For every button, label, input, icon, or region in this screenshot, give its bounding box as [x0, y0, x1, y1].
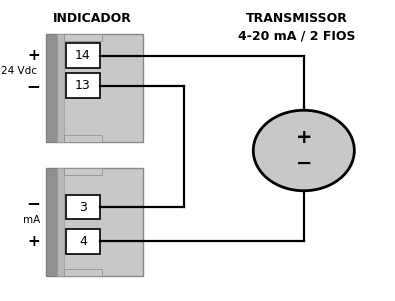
Text: +: + — [27, 234, 40, 249]
Text: INDICADOR: INDICADOR — [53, 12, 132, 25]
Text: −: − — [26, 194, 40, 212]
Text: 14: 14 — [75, 49, 91, 62]
FancyBboxPatch shape — [66, 229, 100, 254]
FancyBboxPatch shape — [64, 34, 102, 41]
Text: TRANSMISSOR
4-20 mA / 2 FIOS: TRANSMISSOR 4-20 mA / 2 FIOS — [237, 12, 355, 43]
FancyBboxPatch shape — [45, 34, 143, 141]
Text: −: − — [26, 77, 40, 95]
Text: mA: mA — [23, 215, 40, 225]
FancyBboxPatch shape — [45, 168, 57, 276]
FancyBboxPatch shape — [66, 73, 100, 98]
FancyBboxPatch shape — [64, 269, 102, 276]
FancyBboxPatch shape — [57, 34, 64, 141]
FancyBboxPatch shape — [45, 34, 57, 141]
Circle shape — [253, 110, 354, 191]
Text: +: + — [27, 48, 40, 63]
FancyBboxPatch shape — [57, 168, 64, 276]
Text: 13: 13 — [75, 79, 91, 92]
Text: 3: 3 — [79, 200, 87, 213]
Text: −: − — [295, 154, 312, 173]
FancyBboxPatch shape — [64, 135, 102, 141]
FancyBboxPatch shape — [66, 43, 100, 68]
Text: +: + — [295, 128, 312, 147]
FancyBboxPatch shape — [64, 168, 102, 175]
Text: 24 Vdc: 24 Vdc — [2, 66, 38, 76]
FancyBboxPatch shape — [45, 168, 143, 276]
FancyBboxPatch shape — [66, 195, 100, 219]
Text: 4: 4 — [79, 235, 87, 248]
